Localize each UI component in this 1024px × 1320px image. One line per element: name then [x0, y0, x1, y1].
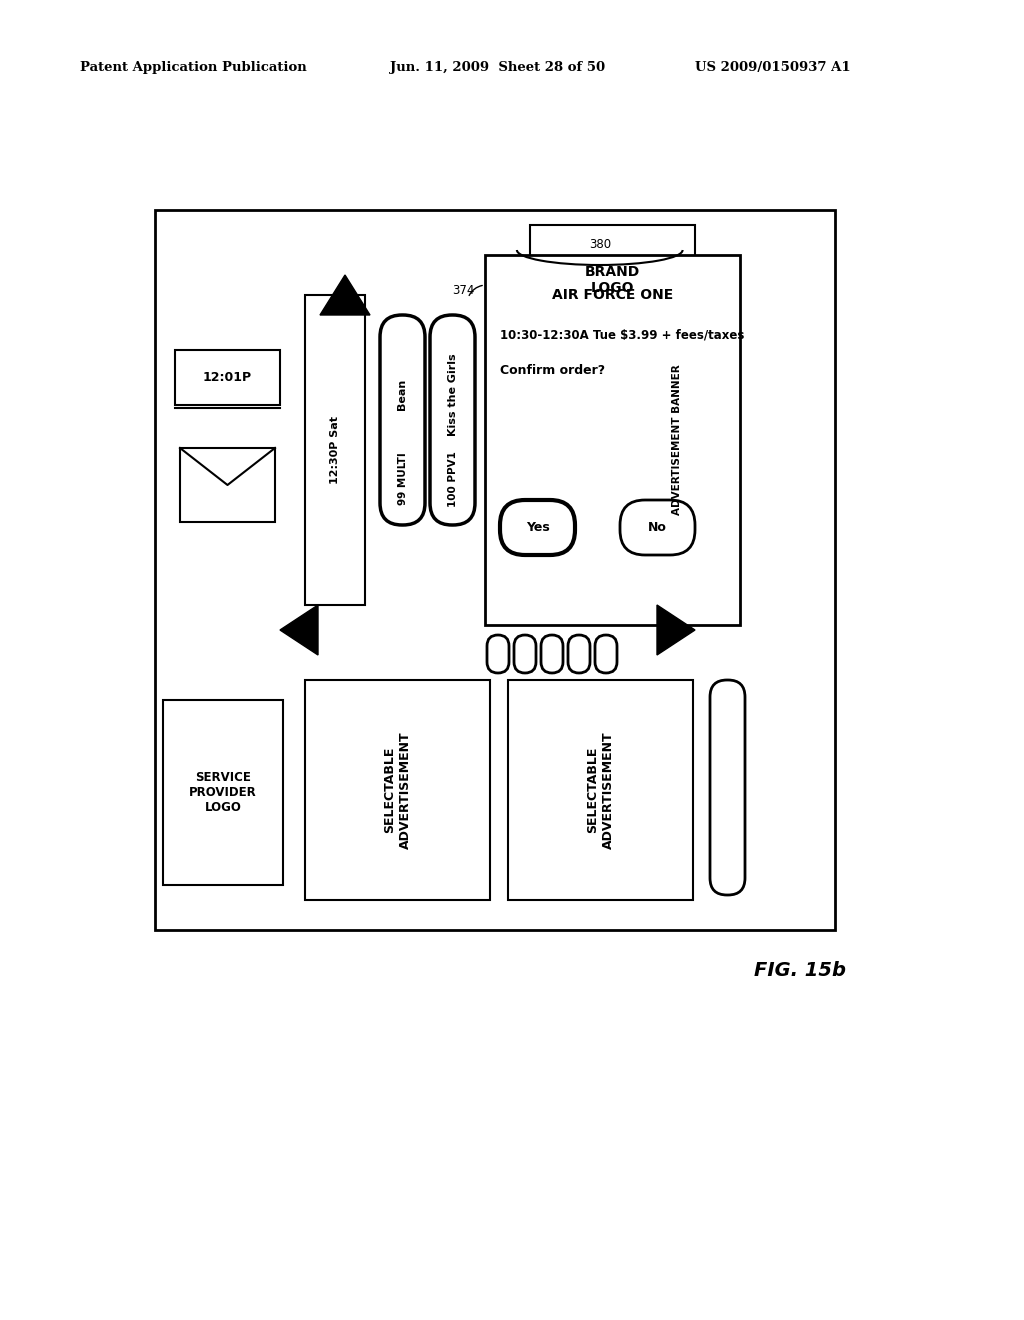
Text: Patent Application Publication: Patent Application Publication [80, 62, 307, 74]
Text: AIR FORCE ONE: AIR FORCE ONE [552, 288, 673, 302]
Text: Kiss the Girls: Kiss the Girls [447, 354, 458, 436]
Text: SELECTABLE
ADVERTISEMENT: SELECTABLE ADVERTISEMENT [384, 731, 412, 849]
FancyBboxPatch shape [487, 635, 509, 673]
Bar [155, 210, 835, 931]
Bar [175, 350, 280, 405]
FancyBboxPatch shape [541, 635, 563, 673]
Bar [180, 447, 275, 521]
Bar [508, 680, 693, 900]
Text: Yes: Yes [525, 521, 549, 535]
Bar [485, 255, 740, 624]
FancyBboxPatch shape [380, 315, 425, 525]
FancyBboxPatch shape [430, 315, 475, 525]
Bar [305, 294, 365, 605]
Text: FIG. 15b: FIG. 15b [754, 961, 846, 979]
Text: Jun. 11, 2009  Sheet 28 of 50: Jun. 11, 2009 Sheet 28 of 50 [390, 62, 605, 74]
Text: BRAND
LOGO: BRAND LOGO [585, 265, 640, 296]
Text: US 2009/0150937 A1: US 2009/0150937 A1 [695, 62, 851, 74]
Text: Bean: Bean [397, 379, 408, 411]
Text: 10:30-12:30A Tue $3.99 + fees/taxes: 10:30-12:30A Tue $3.99 + fees/taxes [500, 329, 744, 342]
Polygon shape [319, 275, 370, 315]
Text: 374: 374 [452, 284, 474, 297]
Text: ADVERTISEMENT BANNER: ADVERTISEMENT BANNER [673, 364, 683, 515]
FancyBboxPatch shape [710, 680, 745, 895]
Bar [163, 700, 283, 884]
FancyBboxPatch shape [500, 500, 575, 554]
FancyBboxPatch shape [568, 635, 590, 673]
FancyBboxPatch shape [514, 635, 536, 673]
Text: 12:01P: 12:01P [203, 371, 252, 384]
Text: No: No [648, 521, 667, 535]
Text: 380: 380 [589, 239, 611, 252]
Bar [305, 680, 490, 900]
Polygon shape [657, 605, 695, 655]
Text: 12:30P Sat: 12:30P Sat [330, 416, 340, 484]
FancyBboxPatch shape [660, 265, 695, 615]
Bar [530, 224, 695, 335]
Polygon shape [280, 605, 318, 655]
Text: Confirm order?: Confirm order? [500, 363, 605, 376]
Text: 99 MULTI: 99 MULTI [397, 453, 408, 506]
FancyBboxPatch shape [595, 635, 617, 673]
Text: 100 PPV1: 100 PPV1 [447, 451, 458, 507]
FancyBboxPatch shape [620, 500, 695, 554]
Text: SERVICE
PROVIDER
LOGO: SERVICE PROVIDER LOGO [189, 771, 257, 814]
Text: SELECTABLE
ADVERTISEMENT: SELECTABLE ADVERTISEMENT [587, 731, 614, 849]
